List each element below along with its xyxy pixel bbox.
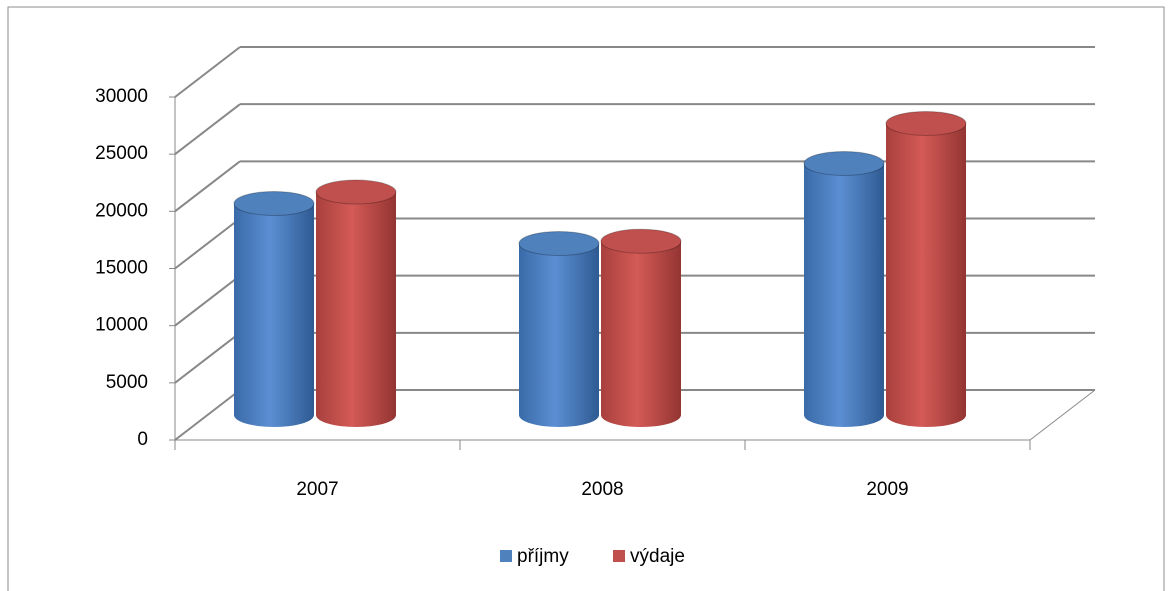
- y-tick-label: 25000: [95, 143, 148, 164]
- bar: [519, 243, 599, 427]
- bar-top: [315, 179, 397, 205]
- bar: [804, 163, 884, 427]
- bar: [234, 203, 314, 427]
- grid-line: [174, 389, 241, 441]
- legend-label: výdaje: [630, 546, 685, 567]
- legend-swatch: [500, 550, 512, 562]
- grid-line: [174, 103, 241, 155]
- y-tick-label: 15000: [95, 258, 148, 279]
- legend-label: příjmy: [517, 546, 569, 567]
- floor-edge: [1029, 389, 1096, 441]
- y-tick-label: 10000: [95, 315, 148, 336]
- grid-line: [174, 46, 241, 98]
- bar-top: [885, 110, 967, 136]
- x-tick-label: 2007: [296, 479, 338, 500]
- y-tick-label: 5000: [106, 372, 148, 393]
- bar-top: [803, 150, 885, 176]
- bar: [886, 123, 966, 427]
- grid-line: [174, 160, 241, 213]
- chart-border: [7, 6, 1165, 591]
- bar-top: [518, 231, 600, 256]
- legend-swatch: [613, 550, 625, 562]
- bar-top: [233, 190, 315, 216]
- y-tick-label: 20000: [95, 200, 148, 221]
- bar: [316, 192, 396, 427]
- grid-line: [174, 332, 241, 384]
- x-tick-label: 2009: [866, 479, 908, 500]
- bar: [601, 241, 681, 427]
- grid-line: [174, 274, 241, 327]
- bar-top: [600, 228, 682, 254]
- y-tick-label: 30000: [95, 86, 148, 107]
- y-tick-label: 0: [137, 429, 148, 450]
- grid-line: [174, 217, 241, 270]
- x-tick-label: 2008: [581, 479, 623, 500]
